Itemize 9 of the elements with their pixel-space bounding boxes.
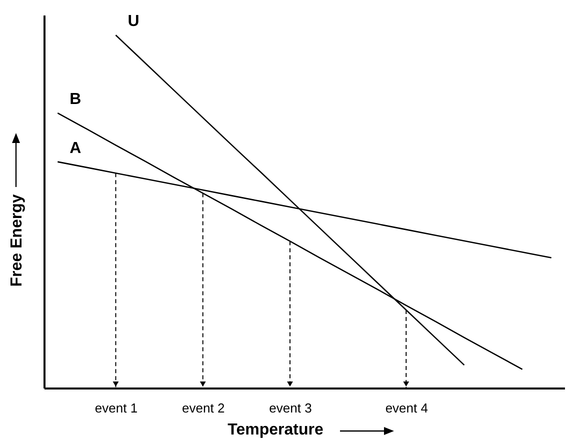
series-label: A (70, 140, 82, 157)
x-tick-label: event 2 (182, 400, 225, 416)
x-axis-title: Temperature (228, 422, 324, 438)
y-axis-title: Free Energy (8, 194, 26, 287)
x-tick-label: event 4 (385, 400, 428, 416)
x-tick-label: event 3 (269, 400, 312, 416)
series-label: B (70, 91, 82, 108)
x-tick-label: event 1 (94, 400, 138, 416)
series-label: U (128, 13, 140, 30)
